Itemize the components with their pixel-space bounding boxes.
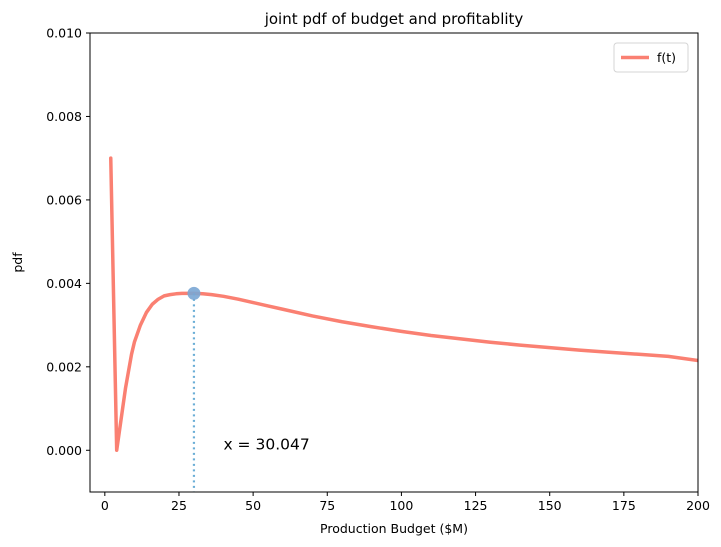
y-tick-label: 0.000: [46, 443, 82, 458]
x-tick-label: 25: [171, 498, 187, 513]
x-tick-label: 75: [319, 498, 335, 513]
y-tick-label: 0.002: [46, 359, 82, 374]
curve-layer: [109, 156, 698, 453]
x-tick-label: 200: [686, 498, 710, 513]
x-tick-label: 0: [101, 498, 109, 513]
x-tick-label: 150: [538, 498, 562, 513]
legend-label: f(t): [657, 50, 676, 65]
legend: f(t): [613, 42, 689, 73]
series-line-f-t: [109, 156, 698, 453]
y-tick-label: 0.006: [46, 192, 82, 207]
axes: [89, 32, 699, 493]
x-tick-label: 175: [612, 498, 636, 513]
max-point-marker: [187, 286, 201, 300]
x-tick-label: 50: [245, 498, 261, 513]
chart-title: joint pdf of budget and profitablity: [264, 10, 524, 28]
labels: x = 30.047 joint pdf of budget and profit…: [10, 10, 523, 536]
x-tick-label: 100: [389, 498, 413, 513]
ticks: 0 25 50 75 100 125 150 175 200 0.000 0.002 0.004 0.0…: [46, 26, 710, 514]
annotation-text: x = 30.047: [223, 435, 309, 453]
y-axis-label: pdf: [10, 252, 25, 273]
y-tick-label: 0.004: [46, 276, 82, 291]
x-axis-label: Production Budget ($M): [320, 521, 468, 536]
axes-frame: [89, 32, 699, 493]
legend-box: [613, 42, 689, 73]
marks-layer: [187, 286, 201, 492]
y-tick-label: 0.008: [46, 109, 82, 124]
x-tick-label: 125: [464, 498, 488, 513]
y-tick-label: 0.010: [46, 26, 82, 41]
